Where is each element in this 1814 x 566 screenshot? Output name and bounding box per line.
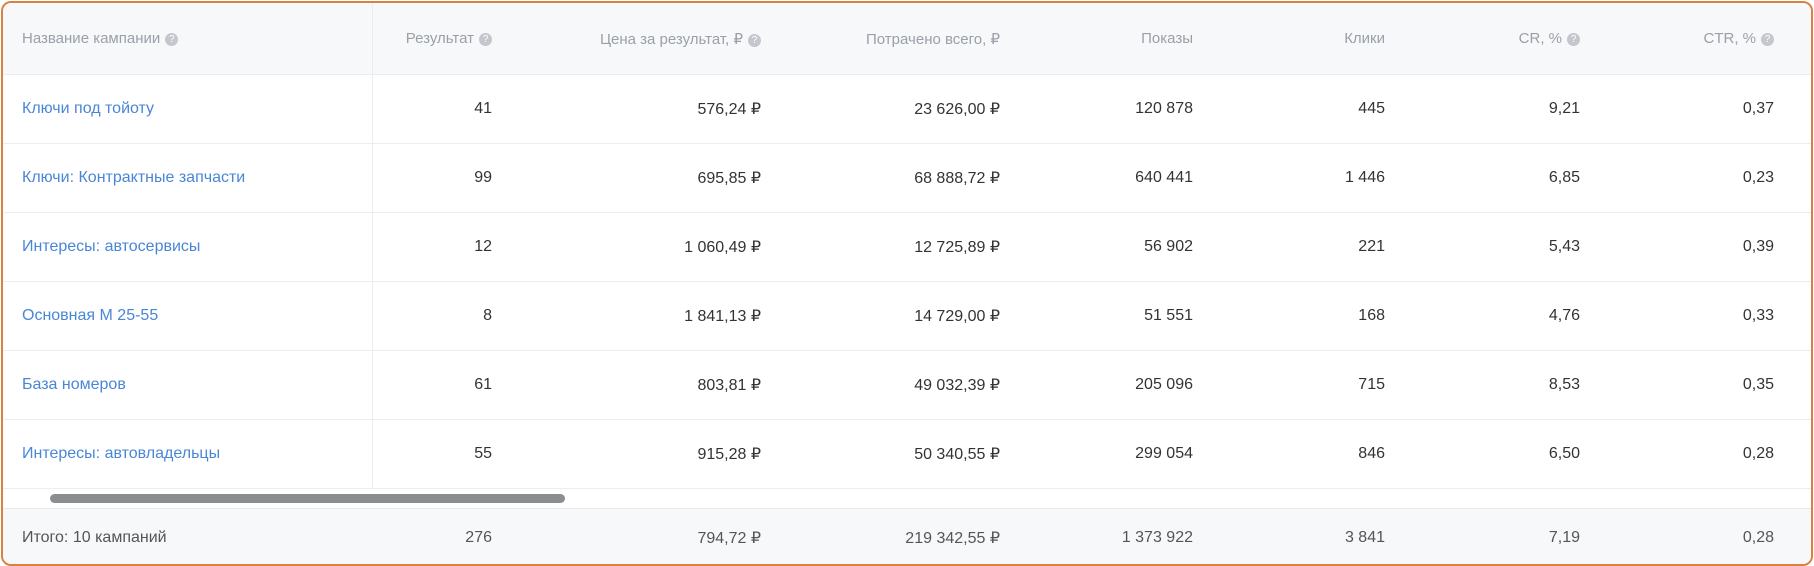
header-cost-per-result[interactable]: Цена за результат, ₽? <box>600 30 761 48</box>
total-spent: 219 342,55 ₽ <box>905 529 1000 547</box>
spent-total: 50 340,55 ₽ <box>914 446 1000 463</box>
header-label: Результат <box>405 30 474 47</box>
impressions: 51 551 <box>1144 307 1193 324</box>
horizontal-scrollbar[interactable] <box>3 489 1811 508</box>
impressions: 120 878 <box>1135 100 1193 117</box>
spent-total: 12 725,89 ₽ <box>914 239 1000 256</box>
result: 61 <box>474 376 492 393</box>
header-result[interactable]: Результат? <box>406 30 492 47</box>
clicks: 1 446 <box>1344 169 1385 186</box>
header-label: CTR, % <box>1703 30 1757 47</box>
total-clicks: 3 841 <box>1344 528 1385 546</box>
header-label: Название кампании <box>22 30 161 47</box>
header-cr[interactable]: CR, %? <box>1519 30 1580 47</box>
result: 55 <box>474 445 492 462</box>
total-label: Итого: 10 кампаний <box>22 528 167 546</box>
clicks: 221 <box>1358 238 1385 255</box>
cr: 4,76 <box>1548 307 1580 324</box>
campaign-name-link[interactable]: Ключи под тойоту <box>22 100 155 117</box>
spent-total: 14 729,00 ₽ <box>914 308 1000 325</box>
cr: 6,50 <box>1548 445 1580 462</box>
ctr: 0,28 <box>1742 445 1774 462</box>
header-impressions[interactable]: Показы <box>1141 30 1193 47</box>
cost-per-result: 1 060,49 ₽ <box>684 239 761 256</box>
question-circle-icon[interactable]: ? <box>748 33 761 47</box>
campaign-name-link[interactable]: База номеров <box>22 376 126 393</box>
spent-total: 23 626,00 ₽ <box>914 101 1000 118</box>
question-circle-icon[interactable]: ? <box>1567 33 1580 46</box>
ctr: 0,33 <box>1742 307 1774 324</box>
clicks: 846 <box>1358 445 1385 462</box>
total-impressions: 1 373 922 <box>1121 528 1193 546</box>
total-cost-per-result: 794,72 ₽ <box>697 529 761 547</box>
cr: 8,53 <box>1548 376 1580 393</box>
spent-total: 49 032,39 ₽ <box>914 377 1000 394</box>
cr: 6,85 <box>1548 169 1580 186</box>
total-cr: 7,19 <box>1548 528 1580 546</box>
question-circle-icon[interactable]: ? <box>479 33 492 46</box>
header-campaign-name[interactable]: Название кампании? <box>22 30 179 47</box>
ctr: 0,35 <box>1742 376 1774 393</box>
table-row: Интересы: автосервисы 12 1 060,49 ₽ 12 725,… <box>3 213 1811 282</box>
ctr: 0,37 <box>1742 100 1774 117</box>
header-label: Цена за результат, ₽ <box>599 30 743 48</box>
table-row: База номеров 61 803,81 ₽ 49 032,39 ₽ 205 096… <box>3 351 1811 420</box>
cost-per-result: 1 841,13 ₽ <box>684 308 761 325</box>
result: 41 <box>474 100 492 117</box>
cost-per-result: 695,85 ₽ <box>697 170 761 187</box>
table-row: Интересы: автовладельцы 55 915,28 ₽ 50 340,… <box>3 420 1811 489</box>
clicks: 168 <box>1358 307 1385 324</box>
ctr: 0,39 <box>1742 238 1774 255</box>
table-footer-total: Итого: 10 кампаний 276 794,72 ₽ 219 342,… <box>3 508 1811 564</box>
campaign-name-link[interactable]: Ключи: Контрактные запчасти <box>22 169 246 186</box>
ctr: 0,23 <box>1742 169 1774 186</box>
total-ctr: 0,28 <box>1742 528 1774 546</box>
result: 8 <box>483 307 492 324</box>
impressions: 640 441 <box>1135 169 1193 186</box>
cost-per-result: 803,81 ₽ <box>697 377 761 394</box>
spent-total: 68 888,72 ₽ <box>914 170 1000 187</box>
header-spent-total[interactable]: Потрачено всего, ₽ <box>866 30 1000 48</box>
table-row: Основная М 25-55 8 1 841,13 ₽ 14 729,00 ₽ 51… <box>3 282 1811 351</box>
cost-per-result: 576,24 ₽ <box>697 101 761 118</box>
question-circle-icon[interactable]: ? <box>165 33 179 46</box>
header-ctr[interactable]: CTR, %? <box>1703 30 1774 47</box>
clicks: 715 <box>1358 376 1385 393</box>
impressions: 205 096 <box>1135 376 1193 393</box>
table-row: Ключи под тойоту 41 576,24 ₽ 23 626,00 ₽ 120… <box>3 75 1811 144</box>
header-clicks[interactable]: Клики <box>1344 30 1385 47</box>
clicks: 445 <box>1358 100 1385 117</box>
cost-per-result: 915,28 ₽ <box>697 446 761 463</box>
campaign-name-link[interactable]: Основная М 25-55 <box>22 307 159 324</box>
table-header: Название кампании? Результат? Цена за ре… <box>3 3 1811 75</box>
scrollbar-thumb[interactable] <box>50 494 565 503</box>
cr: 5,43 <box>1548 238 1580 255</box>
impressions: 56 902 <box>1144 238 1193 255</box>
result: 99 <box>474 169 492 186</box>
result: 12 <box>474 238 492 255</box>
campaign-name-link[interactable]: Интересы: автосервисы <box>22 238 201 255</box>
impressions: 299 054 <box>1135 445 1193 462</box>
column-divider <box>372 3 373 489</box>
campaign-name-link[interactable]: Интересы: автовладельцы <box>22 445 221 462</box>
total-result: 276 <box>465 528 492 546</box>
cr: 9,21 <box>1548 100 1580 117</box>
table-row: Ключи: Контрактные запчасти 99 695,85 ₽ 68 … <box>3 144 1811 213</box>
header-label: CR, % <box>1518 30 1562 47</box>
question-circle-icon[interactable]: ? <box>1761 33 1774 46</box>
